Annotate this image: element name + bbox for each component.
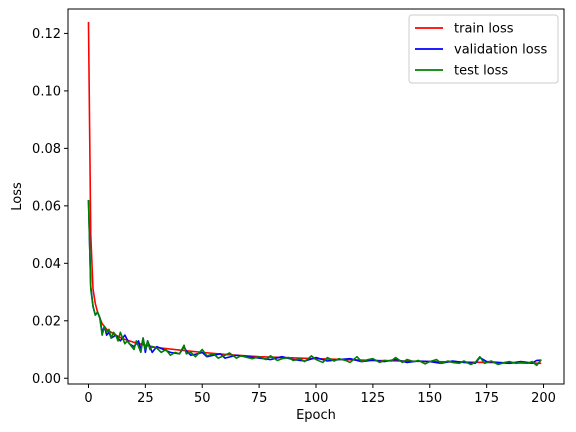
y-tick-label: 0.10 <box>32 84 61 99</box>
x-tick-label: 75 <box>251 391 268 406</box>
legend-label-train-loss: train loss <box>454 22 514 37</box>
series-line-test-loss <box>87 200 542 367</box>
x-tick-label: 100 <box>304 391 329 406</box>
y-axis: 0.00 0.02 0.04 0.06 0.08 0.10 0.12 <box>32 27 68 387</box>
legend: train loss validation loss test loss <box>408 14 559 84</box>
x-axis: 0 25 50 75 100 125 150 175 200 <box>84 384 556 406</box>
x-tick-label: 0 <box>84 391 92 406</box>
x-tick-label: 50 <box>194 391 211 406</box>
x-tick-label: 200 <box>531 391 556 406</box>
y-tick-label: 0.02 <box>32 314 61 329</box>
x-tick-label: 25 <box>137 391 154 406</box>
y-tick-label: 0.00 <box>32 372 61 387</box>
x-axis-label: Epoch <box>296 408 336 423</box>
x-tick-label: 150 <box>417 391 442 406</box>
x-tick-label: 175 <box>474 391 499 406</box>
y-tick-label: 0.12 <box>32 27 61 42</box>
y-axis-label: Loss <box>10 182 25 211</box>
series-line-validation-loss <box>87 200 542 365</box>
legend-label-validation-loss: validation loss <box>454 43 547 58</box>
legend-label-test-loss: test loss <box>454 64 508 79</box>
y-tick-label: 0.06 <box>32 199 61 214</box>
legend-box <box>408 14 559 84</box>
plot-lines <box>87 21 542 367</box>
y-tick-label: 0.08 <box>32 142 61 157</box>
x-tick-label: 125 <box>360 391 385 406</box>
y-tick-label: 0.04 <box>32 257 61 272</box>
